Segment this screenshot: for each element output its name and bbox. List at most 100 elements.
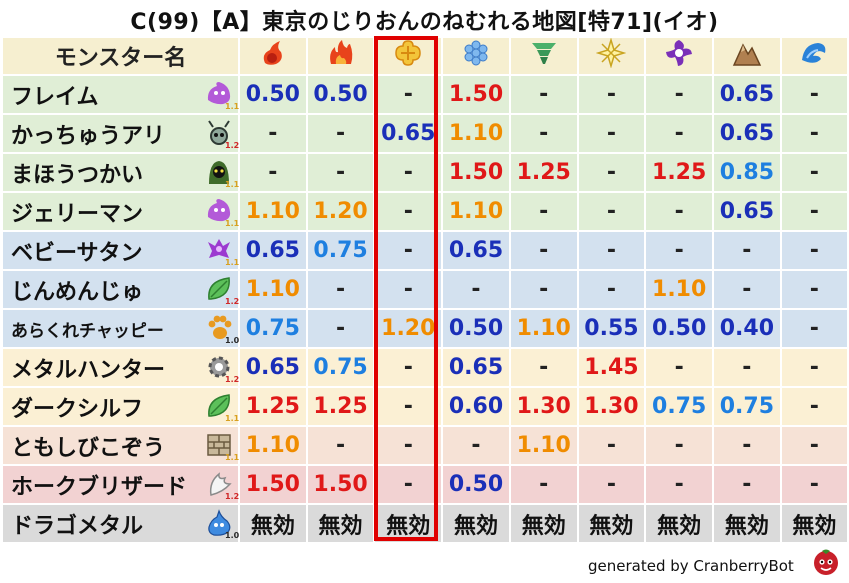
resistance-value: 0.65 [443, 349, 511, 388]
hooded-mage-icon [205, 158, 233, 186]
resistance-value: 0.60 [443, 388, 511, 427]
resistance-value: 1.10 [239, 271, 308, 310]
monster-name: ジェリーマン [11, 201, 144, 227]
earth-icon [714, 38, 782, 76]
resistance-value: - [781, 427, 849, 466]
monster-name-cell: じんめんじゅ 1.2 [3, 271, 240, 310]
resistance-value: - [646, 427, 715, 466]
resistance-value: 0.65 [443, 232, 511, 271]
flame-icon [307, 38, 376, 76]
resistance-value: 1.25 [239, 388, 308, 427]
brick-icon [205, 431, 233, 459]
table-row: じんめんじゅ 1.2 1.10- - - - -1.10- - [3, 271, 849, 310]
leaf-icon [205, 275, 233, 303]
resistance-value: 1.10 [239, 193, 308, 232]
table-row: まほうつかい 1.1- - -1.50 1.25-1.25 0.85- [3, 154, 849, 193]
resistance-value: 無効 [307, 505, 376, 544]
resistance-value: 1.50 [443, 154, 511, 193]
resistance-value: 0.50 [307, 76, 376, 115]
page-title: C(99)【A】東京のじりおんのねむれる地図[特71](イオ) [130, 10, 719, 35]
resistance-value: - [375, 76, 444, 115]
resistance-value: - [646, 193, 715, 232]
monster-name-cell: ドラゴメタル 1.0 [3, 505, 240, 544]
resistance-value: - [578, 271, 647, 310]
table-row: ダークシルフ 1.1 1.25 1.25-0.60 1.30 1.30 0.75 0.75- [3, 388, 849, 427]
leaf-icon [205, 392, 233, 420]
resistance-value: - [646, 115, 715, 154]
wing-icon [205, 470, 233, 498]
resistance-value: 0.55 [578, 310, 647, 349]
resistance-value: - [646, 466, 715, 505]
dark-icon [646, 38, 715, 76]
resistance-value: 0.40 [714, 310, 782, 349]
resistance-value: - [307, 310, 376, 349]
monster-name: ベビーサタン [11, 240, 143, 266]
resistance-value: - [714, 271, 782, 310]
resistance-value: 無効 [781, 505, 849, 544]
monster-level: 1.1 [225, 414, 240, 423]
resistance-value: 0.50 [646, 310, 715, 349]
resistance-value: - [578, 427, 647, 466]
resistance-value: - [510, 349, 579, 388]
monster-level: 1.0 [225, 336, 240, 345]
resistance-value: - [781, 76, 849, 115]
table-row: あらくれチャッピー 1.0 0.75-1.20 0.50 1.10 0.55 0.50 0.4… [3, 310, 849, 349]
monster-level: 1.1 [225, 102, 240, 111]
table-row: ジェリーマン 1.1 1.10 1.20-1.10- - -0.65- [3, 193, 849, 232]
resistance-value: - [646, 349, 715, 388]
resistance-value: - [510, 115, 579, 154]
monster-name-cell: ホークブリザード 1.2 [3, 466, 240, 505]
monster-level: 1.2 [225, 141, 240, 150]
resistance-value: - [578, 466, 647, 505]
resistance-value: - [578, 232, 647, 271]
resistance-value: - [781, 388, 849, 427]
monster-name-cell: ジェリーマン 1.1 [3, 193, 240, 232]
resistance-value: 無効 [239, 505, 308, 544]
resistance-value: - [375, 232, 444, 271]
monster-name: まほうつかい [11, 162, 144, 188]
table-row: ともしびこぞう 1.1 1.10- - -1.10- - - - [3, 427, 849, 466]
resistance-value: - [510, 76, 579, 115]
resistance-value: 1.50 [443, 76, 511, 115]
resistance-value: - [375, 349, 444, 388]
resistance-value: - [646, 232, 715, 271]
table-row: メタルハンター 1.2 0.65 0.75-0.65-1.45- - - [3, 349, 849, 388]
resistance-value: 0.75 [307, 232, 376, 271]
resistance-value: - [578, 76, 647, 115]
resistance-value: 1.10 [510, 427, 579, 466]
resistance-value: - [714, 232, 782, 271]
monster-level: 1.2 [225, 297, 240, 306]
monster-name: メタルハンター [11, 357, 166, 383]
resistance-value: 0.65 [714, 115, 782, 154]
demon-icon [205, 236, 233, 264]
resistance-value: 0.85 [714, 154, 782, 193]
purple-slime-icon [205, 197, 233, 225]
purple-slime-icon [205, 80, 233, 108]
resistance-value: 0.75 [239, 310, 308, 349]
resistance-value: - [646, 76, 715, 115]
monster-level: 1.2 [225, 492, 240, 501]
resistance-value: - [510, 232, 579, 271]
monster-level: 1.0 [225, 531, 240, 540]
resistance-value: - [578, 154, 647, 193]
resistance-value: - [510, 271, 579, 310]
resistance-value: 0.75 [646, 388, 715, 427]
resistance-value: 1.20 [375, 310, 444, 349]
monster-name: ホークブリザード [11, 474, 188, 500]
table-row: フレイム 1.1 0.50 0.50-1.50- - -0.65- [3, 76, 849, 115]
resistance-value: - [578, 115, 647, 154]
table-row: ドラゴメタル 1.0 無効 無効 無効 無効 無効 無効 無効 無効 無効 [3, 505, 849, 544]
resistance-value: 1.45 [578, 349, 647, 388]
resistance-value: - [239, 115, 308, 154]
cranberry-bot-icon [814, 549, 838, 575]
resistance-value: 1.10 [646, 271, 715, 310]
resistance-value: - [375, 466, 444, 505]
resistance-value: - [714, 466, 782, 505]
resistance-value: - [443, 271, 511, 310]
light-icon [578, 37, 647, 76]
monster-name-cell: ベビーサタン 1.1 [3, 232, 240, 271]
resistance-value: - [781, 232, 849, 271]
resistance-value: 無効 [510, 505, 579, 544]
resistance-value: - [307, 271, 376, 310]
resistance-value: - [578, 193, 647, 232]
